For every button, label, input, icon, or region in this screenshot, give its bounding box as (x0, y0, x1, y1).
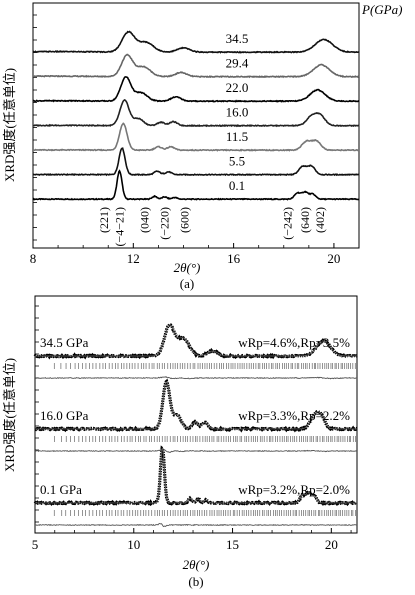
panel-b-y-ticks (35, 305, 39, 523)
panel-a-legend-title: P(GPa) (361, 2, 402, 17)
panel-b-y-axis-label: XRD强度(任意单位) (2, 358, 17, 472)
difference-curve (34, 448, 358, 453)
reflection-label: (640) (298, 207, 312, 233)
x-tick-label: 20 (325, 537, 338, 552)
x-tick-label: 8 (30, 251, 37, 266)
panel-b: 5 10 15 20 0.1 GPa wRp=3.2%,Rp=2.0% 16.0 GPa w… (2, 295, 358, 589)
calculated-pattern (35, 381, 357, 430)
panel-a-y-ticks (33, 14, 37, 241)
difference-curve (34, 376, 358, 380)
pressure-label: 34.5 (226, 31, 249, 46)
reflection-label: (402) (313, 207, 327, 233)
panel-a-y-axis-label: XRD强度(任意单位) (2, 68, 17, 182)
fit-label: wRp=3.2%,Rp=2.0% (238, 482, 350, 497)
series-line-22.0 (32, 76, 360, 103)
panel-b-annotations: 0.1 GPa wRp=3.2%,Rp=2.0% 16.0 GPa wRp=3.3%,… (40, 335, 350, 497)
pressure-label: 5.5 (229, 154, 245, 169)
x-tick-label: 12 (127, 251, 140, 266)
panel-a-label: (a) (180, 276, 194, 291)
reflection-label: (−4−21) (112, 207, 126, 247)
reflection-label: (040) (137, 207, 151, 233)
series-line-5.5 (32, 147, 360, 177)
panel-a-x-ticks: 8 12 16 20 (30, 243, 360, 266)
panel-a-series (32, 30, 360, 201)
x-tick-label: 15 (226, 537, 239, 552)
series-line-29.4 (32, 53, 360, 79)
series-line-0.1 (32, 169, 360, 201)
calculated-pattern (35, 324, 357, 357)
difference-curve (34, 523, 358, 528)
panel-a-pressure-labels: 0.1 5.5 11.5 16.0 22.0 29.4 34.5 (226, 31, 249, 193)
pressure-label: 11.5 (226, 129, 248, 144)
pressure-label: 0.1 (229, 178, 245, 193)
pressure-label: 0.1 GPa (40, 482, 82, 497)
series-line-11.5 (32, 122, 360, 152)
x-tick-label: 16 (227, 251, 241, 266)
reflection-label: (600) (177, 207, 191, 233)
pressure-label: 22.0 (226, 80, 249, 95)
panel-b-x-axis-label: 2θ(°) (183, 557, 210, 572)
panel-a-x-axis-label: 2θ(°) (174, 260, 201, 275)
x-tick-label: 5 (32, 537, 39, 552)
pressure-label: 29.4 (226, 56, 249, 71)
panel-b-series (33, 321, 358, 528)
panel-a: 8 12 16 20 0.1 5.5 11.5 16.0 22.0 29.4 34.5 (221)… (2, 2, 402, 291)
reflection-label: (221) (97, 207, 111, 233)
x-tick-label: 20 (327, 251, 340, 266)
panel-b-frame (34, 295, 358, 534)
reflection-label: (−220) (157, 207, 171, 240)
pressure-label: 16.0 (226, 105, 249, 120)
fit-label: wRp=3.3%,Rp=2.2% (238, 408, 350, 423)
pressure-label: 16.0 GPa (40, 408, 89, 423)
pressure-label: 34.5 GPa (40, 335, 89, 350)
series-line-16.0 (32, 98, 360, 128)
series-line-34.5 (32, 30, 360, 54)
panel-b-x-ticks: 5 10 15 20 (32, 528, 352, 552)
calculated-pattern (35, 447, 357, 504)
reflection-label: (−242) (280, 207, 294, 240)
fit-label: wRp=4.6%,Rp=3.5% (238, 335, 350, 350)
x-tick-label: 10 (127, 537, 140, 552)
panel-a-reflection-labels: (221) (−4−21) (040) (−220) (600) (−242) (640)(… (97, 207, 327, 247)
panel-b-label: (b) (188, 574, 203, 589)
